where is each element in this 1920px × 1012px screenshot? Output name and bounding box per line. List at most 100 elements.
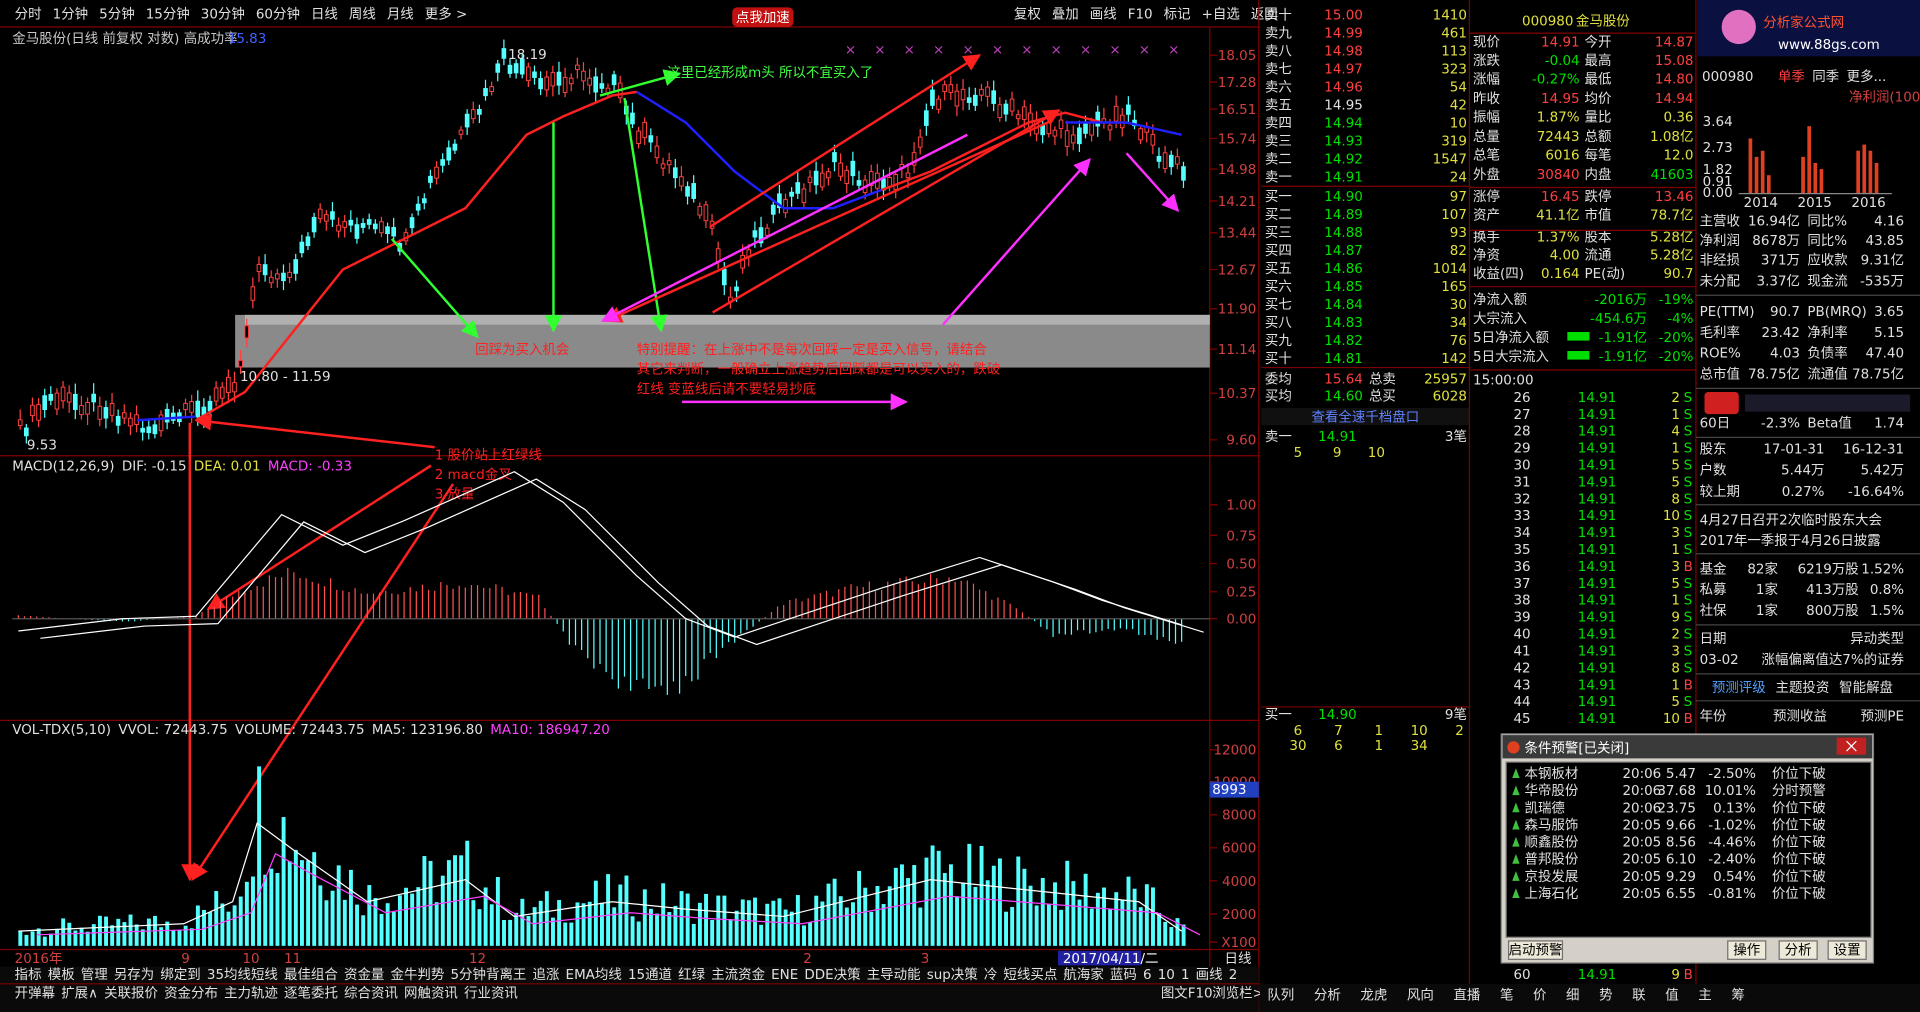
label: 异动类型 bbox=[1850, 631, 1904, 647]
indicator-tab[interactable]: 2 bbox=[1229, 967, 1238, 983]
badge-text[interactable]: 点我加速 bbox=[736, 10, 790, 26]
indicator-tab[interactable]: 主导动能 bbox=[867, 967, 921, 983]
arrow bbox=[623, 97, 668, 333]
panel-tab[interactable]: 分析 bbox=[1314, 988, 1341, 1004]
f10-link[interactable]: 智能解盘 bbox=[1839, 679, 1893, 696]
tool-tab[interactable]: 行业资讯 bbox=[464, 985, 518, 1001]
tool-tab[interactable]: 逐笔委托 bbox=[284, 985, 338, 1001]
indicator-tab[interactable]: 蓝码 bbox=[1110, 967, 1137, 983]
indicator-tab[interactable]: 绑定到 bbox=[160, 967, 200, 983]
tool-tab[interactable]: 综合资讯 bbox=[344, 985, 398, 1001]
indicator-tab[interactable]: 追涨 bbox=[533, 967, 560, 983]
panel-tab[interactable]: 细 bbox=[1566, 988, 1579, 1004]
tool-tab[interactable]: 开弹幕 bbox=[15, 985, 56, 1001]
panel-tab[interactable]: 龙虎 bbox=[1360, 988, 1387, 1004]
period-tab[interactable]: 1分钟 bbox=[53, 5, 89, 22]
panel-tab[interactable]: 直播 bbox=[1453, 988, 1480, 1004]
candle-body bbox=[1077, 127, 1082, 145]
panel-tab[interactable]: 风向 bbox=[1407, 988, 1434, 1004]
indicator-tab[interactable]: 红绿 bbox=[678, 967, 705, 983]
indicator-tab[interactable]: 主流资金 bbox=[711, 967, 765, 983]
indicator-tab[interactable]: sup决策 bbox=[927, 966, 979, 983]
indicator-tab[interactable]: 航海家 bbox=[1063, 966, 1103, 983]
tool-tab[interactable]: 关联报价 bbox=[104, 985, 158, 1001]
indicator-tab[interactable]: 最佳组合 bbox=[284, 967, 338, 983]
indicator-tab[interactable]: 6 bbox=[1143, 967, 1152, 983]
panel-tab[interactable]: 笔 bbox=[1500, 988, 1513, 1004]
indicator-tab[interactable]: 指标 bbox=[15, 967, 42, 983]
alert-button-text[interactable]: 操作 bbox=[1733, 942, 1760, 958]
f10-link[interactable]: 主题投资 bbox=[1775, 680, 1829, 696]
indicator-tab[interactable]: 金牛判势 bbox=[391, 967, 445, 983]
period-tab[interactable]: 周线 bbox=[349, 6, 376, 22]
indicator-tab[interactable]: 5分钟背离王 bbox=[450, 966, 526, 983]
news-item[interactable]: 2017年一季报于4月26日披露 bbox=[1700, 533, 1882, 549]
depth-link[interactable]: 查看全速千档盘口 bbox=[1311, 408, 1419, 425]
period-tab[interactable]: 分时 bbox=[15, 6, 42, 22]
indicator-tab[interactable]: 短线买点 bbox=[1003, 967, 1057, 983]
panel-tab[interactable]: 势 bbox=[1599, 988, 1612, 1004]
indicator-tab[interactable]: ENE bbox=[771, 967, 798, 983]
tool-button[interactable]: +自选 bbox=[1202, 6, 1240, 22]
alert-button[interactable] bbox=[1827, 940, 1867, 960]
candle-body bbox=[238, 359, 243, 368]
flow-value: -2016万 bbox=[1594, 292, 1647, 308]
period-tab[interactable]: 15分钟 bbox=[146, 5, 190, 22]
alert-button-text[interactable]: 分析 bbox=[1785, 942, 1812, 958]
indicator-tab[interactable]: 管理 bbox=[81, 967, 108, 983]
indicator-tab[interactable]: 冷 bbox=[984, 967, 997, 983]
tool-button[interactable]: 标记 bbox=[1164, 6, 1191, 22]
tool-button[interactable]: 画线 bbox=[1090, 6, 1117, 22]
f10-button[interactable]: 图文F10 bbox=[1161, 985, 1213, 1001]
period-tab[interactable]: 日线 bbox=[311, 6, 338, 22]
alert-button[interactable] bbox=[1778, 940, 1818, 960]
indicator-tab[interactable]: 另存为 bbox=[114, 967, 154, 983]
panel-tab[interactable]: 值 bbox=[1665, 988, 1678, 1004]
f10-tab[interactable]: 单季 bbox=[1778, 69, 1805, 85]
book-level: 卖三 bbox=[1265, 134, 1292, 150]
browse-button[interactable]: 浏览栏> bbox=[1212, 985, 1264, 1001]
tool-tab[interactable]: 资金分布 bbox=[164, 985, 218, 1001]
indicator-tab[interactable]: 35均线短线 bbox=[207, 967, 278, 983]
indicator-tab[interactable]: 画线 bbox=[1196, 967, 1223, 983]
indicator-tab[interactable]: EMA均线 bbox=[566, 967, 622, 983]
support-zone-top bbox=[244, 314, 1210, 325]
tool-tab[interactable]: 扩展∧ bbox=[61, 985, 98, 1001]
tool-button[interactable]: 复权 bbox=[1014, 5, 1041, 22]
indicator-tab[interactable]: 资金量 bbox=[344, 967, 384, 983]
alert-button[interactable] bbox=[1507, 940, 1564, 960]
panel-tab[interactable]: 队列 bbox=[1267, 988, 1294, 1004]
tool-tab[interactable]: 主力轨迹 bbox=[224, 985, 278, 1001]
period-tab[interactable]: 5分钟 bbox=[99, 5, 135, 22]
f10-value: 90.7 bbox=[1770, 304, 1800, 320]
candle-body bbox=[79, 405, 84, 416]
tool-button[interactable]: 返回 bbox=[1251, 6, 1278, 22]
panel-tab[interactable]: 价 bbox=[1533, 988, 1547, 1004]
indicator-tab[interactable]: 15通道 bbox=[628, 967, 672, 983]
f10-tab[interactable]: 同季 bbox=[1812, 69, 1839, 85]
period-tab[interactable]: 60分钟 bbox=[256, 5, 300, 22]
indicator-tab[interactable]: 模板 bbox=[48, 967, 75, 983]
f10-tab[interactable]: 更多... bbox=[1847, 68, 1887, 85]
indicator-tab[interactable]: 10 bbox=[1158, 967, 1175, 983]
indicator-tab[interactable]: 1 bbox=[1181, 967, 1190, 983]
volume-bar bbox=[985, 880, 990, 946]
alert-button-text[interactable]: 设置 bbox=[1834, 942, 1861, 958]
panel-tab[interactable]: 主 bbox=[1698, 988, 1711, 1004]
f10-link[interactable]: 预测评级 bbox=[1712, 680, 1766, 696]
period-tab[interactable]: 30分钟 bbox=[201, 5, 245, 22]
alert-price: 37.68 bbox=[1657, 783, 1696, 799]
alert-button-text[interactable]: 启动预警 bbox=[1509, 942, 1563, 958]
indicator-tab[interactable]: DDE决策 bbox=[804, 966, 861, 983]
tool-button[interactable]: F10 bbox=[1128, 6, 1153, 22]
panel-tab[interactable]: 联 bbox=[1632, 988, 1645, 1004]
panel-tab[interactable]: 筹 bbox=[1731, 987, 1744, 1004]
tool-tab[interactable]: 网触资讯 bbox=[404, 985, 458, 1001]
period-tab[interactable]: 月线 bbox=[387, 6, 414, 22]
news-item[interactable]: 4月27日召开2次临时股东大会 bbox=[1700, 512, 1882, 528]
alert-button[interactable] bbox=[1727, 940, 1767, 960]
period-tab[interactable]: 更多 > bbox=[425, 5, 468, 22]
arrow bbox=[191, 483, 455, 882]
tool-button[interactable]: 叠加 bbox=[1052, 6, 1079, 22]
volume-bar bbox=[948, 864, 953, 946]
